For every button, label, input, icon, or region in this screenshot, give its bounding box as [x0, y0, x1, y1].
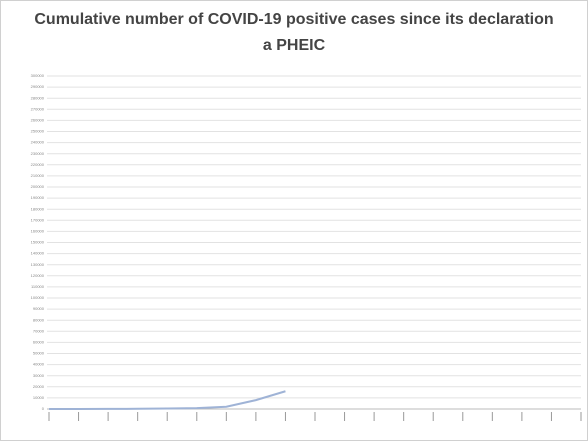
- y-tick-label: 70000: [33, 328, 45, 333]
- y-tick-label: 50000: [33, 351, 45, 356]
- y-tick-label: 60000: [33, 339, 45, 344]
- y-tick-label: 140000: [31, 251, 45, 256]
- y-tick-label: 80000: [33, 317, 45, 322]
- y-tick-label: 10000: [33, 395, 45, 400]
- y-tick-label: 280000: [31, 95, 45, 100]
- y-tick-label: 270000: [31, 106, 45, 111]
- y-tick-label: 230000: [31, 151, 45, 156]
- y-tick-label: 250000: [31, 129, 45, 134]
- line-series: [49, 390, 286, 410]
- chart-title: Cumulative number of COVID-19 positive c…: [34, 11, 554, 54]
- y-tick-label: 240000: [31, 140, 45, 145]
- y-tick-label: 260000: [31, 117, 45, 122]
- y-tick-label: 0: [42, 406, 45, 411]
- y-tick-label: 40000: [33, 362, 45, 367]
- y-tick-label: 220000: [31, 162, 45, 167]
- y-tick-label: 290000: [31, 84, 45, 89]
- y-tick-label: 150000: [31, 240, 45, 245]
- y-tick-label: 200000: [31, 184, 45, 189]
- y-tick-label: 120000: [31, 273, 45, 278]
- y-tick-label: 110000: [31, 284, 45, 289]
- y-tick-label: 210000: [31, 173, 45, 178]
- y-tick-label: 180000: [31, 206, 45, 211]
- y-tick-label: 90000: [33, 306, 45, 311]
- y-tick-label: 100000: [31, 295, 45, 300]
- y-tick-label: 30000: [33, 373, 45, 378]
- y-tick-label: 20000: [33, 384, 45, 389]
- y-tick-label: 190000: [31, 195, 45, 200]
- y-tick-label: 170000: [31, 217, 45, 222]
- y-tick-label: 160000: [31, 228, 45, 233]
- y-tick-label: 130000: [31, 262, 45, 267]
- y-tick-label: 300000: [31, 73, 45, 78]
